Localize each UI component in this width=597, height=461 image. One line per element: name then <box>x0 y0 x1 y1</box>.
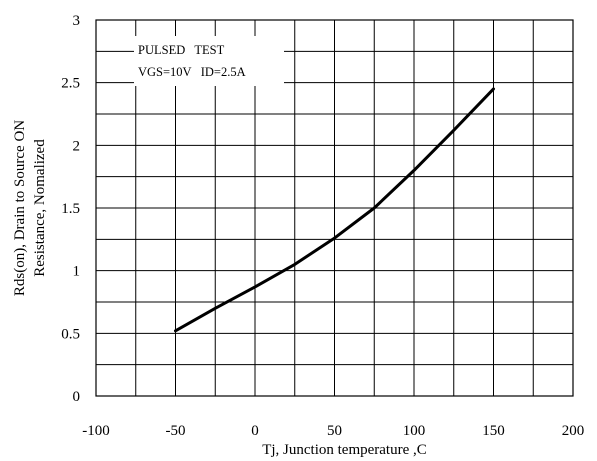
x-tick-label: 50 <box>327 423 342 439</box>
y-tick-labels: 0 0.5 1 1.5 2 2.5 3 <box>61 13 80 405</box>
series-line <box>174 87 495 333</box>
x-tick-label: 200 <box>562 423 585 439</box>
plot-frame <box>95 19 574 397</box>
y-tick-label: 2 <box>73 138 81 154</box>
x-tick-label: 150 <box>482 423 505 439</box>
x-tick-label: 100 <box>403 423 426 439</box>
annotation-line-2: VGS=10V ID=2.5A <box>138 65 246 79</box>
y-tick-label: 1 <box>73 264 81 280</box>
y-axis-label-line-2: Resistance, Nomalized <box>32 139 48 277</box>
x-tick-label: -100 <box>82 423 110 439</box>
y-axis-label: Rds(on), Drain to Source ON Resistance, … <box>12 120 48 296</box>
x-tick-label: 0 <box>251 423 259 439</box>
y-tick-label: 1.5 <box>61 201 80 217</box>
y-tick-label: 0 <box>73 389 81 405</box>
y-tick-label: 3 <box>73 13 81 29</box>
y-tick-label: 2.5 <box>61 76 80 92</box>
x-tick-label: -50 <box>166 423 186 439</box>
annotation-background <box>134 36 284 86</box>
annotation-line-1: PULSED TEST <box>138 43 225 57</box>
y-axis-label-line-1: Rds(on), Drain to Source ON <box>12 120 28 296</box>
grid <box>96 20 573 396</box>
y-tick-label: 0.5 <box>61 326 80 342</box>
annotation-box: PULSED TEST VGS=10V ID=2.5A <box>134 36 284 86</box>
x-axis-label: Tj, Junction temperature ,C <box>262 442 427 458</box>
x-tick-labels: -100 -50 0 50 100 150 200 <box>82 423 584 439</box>
